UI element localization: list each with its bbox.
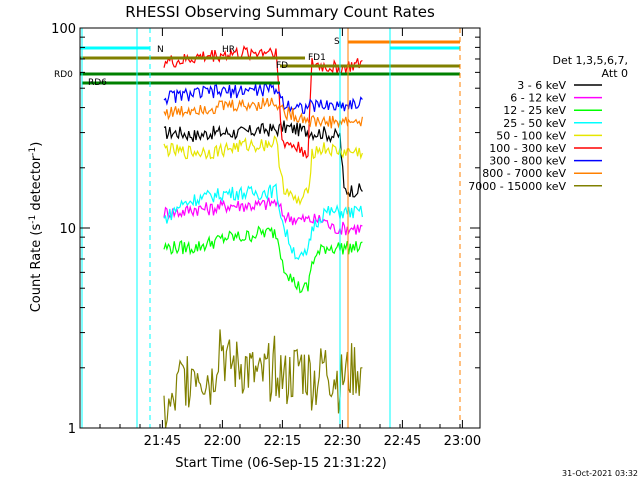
series-line-7	[163, 97, 363, 129]
series-line-8	[163, 329, 363, 429]
state-markers: N S FD1 FD HR RD0 RD6	[54, 28, 461, 428]
series-line-5	[163, 44, 363, 159]
series-line-2	[163, 225, 363, 294]
x-tick-label-1: 22:00	[204, 434, 241, 449]
legend-label-2: 12 - 25 keV	[503, 104, 566, 117]
x-tick-label-4: 22:45	[384, 434, 421, 449]
legend-label-5: 100 - 300 keV	[489, 142, 566, 155]
legend-label-0: 3 - 6 keV	[517, 79, 566, 92]
y-tick-label-2: 100	[51, 22, 76, 37]
marker-label-fd1: FD1	[308, 53, 326, 63]
chart-title: RHESSI Observing Summary Count Rates	[125, 3, 435, 21]
legend-label-8: 7000 - 15000 keV	[468, 180, 566, 193]
marker-label-s: S	[334, 37, 340, 47]
series-line-3	[163, 183, 363, 261]
x-tick-label-5: 23:00	[444, 434, 481, 449]
legend-label-7: 800 - 7000 keV	[482, 167, 566, 180]
legend-header-1: Det 1,3,5,6,7,	[552, 54, 628, 67]
y-tick-label-0: 1	[68, 422, 76, 437]
legend-header-2: Att 0	[602, 67, 628, 80]
x-tick-label-3: 22:30	[324, 434, 361, 449]
y-tick-label-1: 10	[59, 222, 76, 237]
series-line-6	[163, 82, 363, 114]
legend-label-6: 300 - 800 keV	[489, 155, 566, 168]
legend-label-1: 6 - 12 keV	[510, 92, 566, 105]
marker-label-rd0: RD0	[54, 70, 73, 80]
marker-label-rd6: RD6	[88, 78, 107, 88]
series-line-1	[163, 197, 363, 236]
legend-label-3: 25 - 50 keV	[503, 117, 566, 130]
series-line-0	[163, 120, 363, 198]
x-axis-label: Start Time (06-Sep-15 21:31:22)	[175, 456, 386, 471]
plot-area	[163, 44, 363, 429]
series-line-4	[163, 135, 363, 206]
marker-label-n: N	[157, 45, 164, 55]
generation-timestamp: 31-Oct-2021 03:32	[562, 469, 638, 478]
axes: 21:45 22:00 22:15 22:30 22:45 23:00 1 10 100	[51, 22, 481, 449]
legend-label-4: 50 - 100 keV	[496, 129, 566, 142]
x-tick-label-2: 22:15	[264, 434, 301, 449]
marker-label-hr: HR	[222, 45, 235, 55]
x-tick-label-0: 21:45	[144, 434, 181, 449]
y-axis-label: Count Rate (s-1 detector-1)	[28, 142, 44, 313]
marker-label-fd: FD	[276, 61, 288, 71]
